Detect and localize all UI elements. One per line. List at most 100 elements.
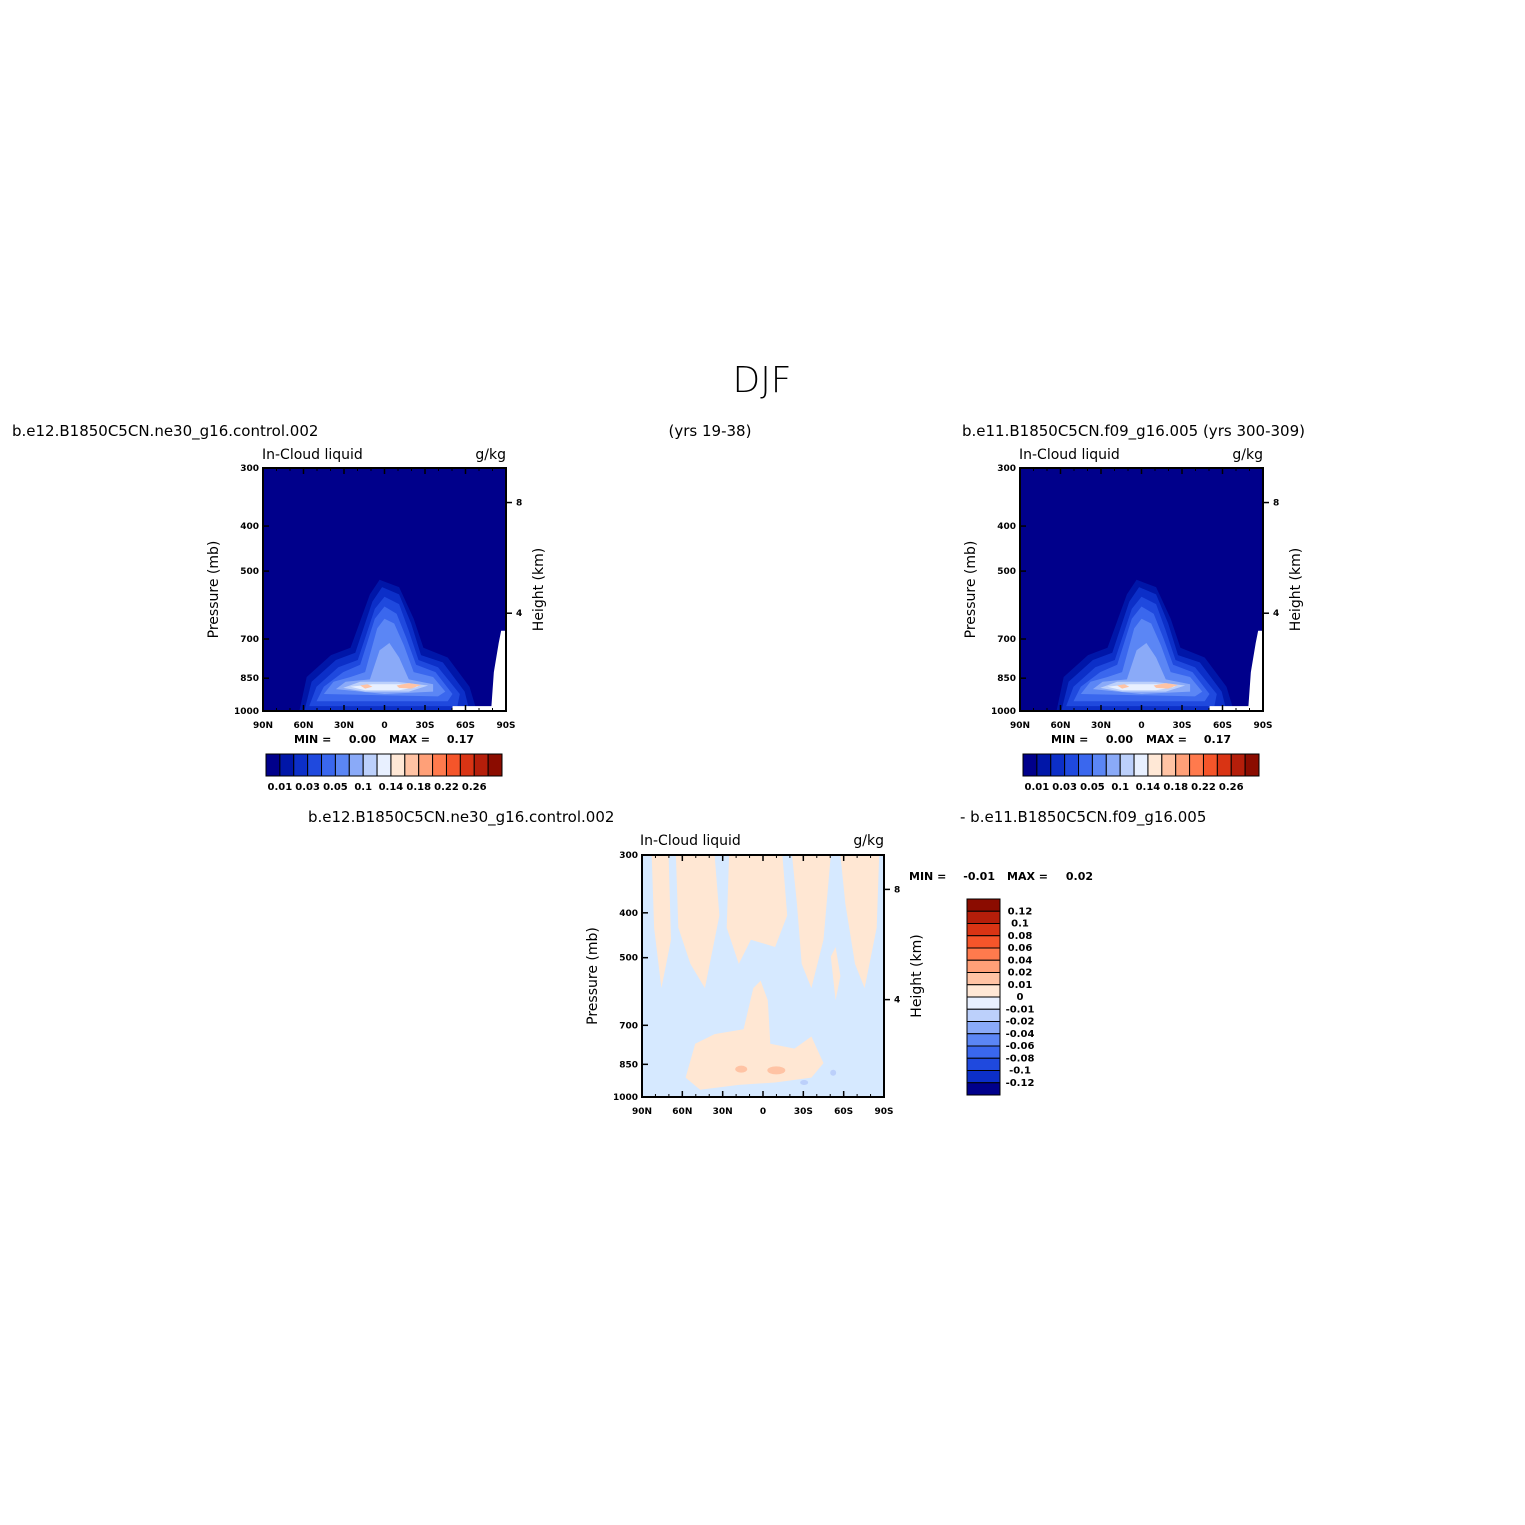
y-tick-label: 700 (997, 635, 1016, 645)
colorbar-box (1202, 753, 1218, 777)
field-body (1020, 468, 1263, 711)
colorbar-box (432, 753, 447, 777)
y-tick-label: 850 (619, 1060, 638, 1070)
colorbar-box (1078, 753, 1093, 777)
figure-title: DJF (732, 360, 791, 401)
colorbar-box (1091, 753, 1107, 777)
positive-diff-region-6 (685, 980, 824, 1090)
colorbar-box (966, 984, 1001, 998)
panel3-variable: In-Cloud liquid (640, 833, 741, 849)
colorbar-box (1105, 753, 1121, 777)
colorbar-box (459, 753, 475, 777)
colorbar-label: 0.1 (1111, 782, 1129, 793)
panel3-max-label: MAX = (1007, 870, 1048, 883)
colorbar-box (1036, 753, 1052, 777)
colorbar-box (1133, 753, 1149, 777)
x-tick-label: 90S (1253, 721, 1272, 731)
colorbar-label: -0.08 (1006, 1053, 1035, 1064)
x-tick-label: 90S (874, 1107, 893, 1117)
colorbar-3: 0.120.10.080.060.040.020.010-0.01-0.02-0… (966, 898, 1035, 1096)
colorbar-box (1216, 753, 1232, 777)
colorbar-label: 0.22 (1191, 782, 1216, 793)
panel2-units: g/kg (1232, 447, 1263, 463)
colorbar-label: 0.01 (1025, 782, 1050, 793)
colorbar-box (1064, 753, 1080, 777)
panel1-max-label: MAX = (389, 733, 430, 746)
colorbar-label: 0.18 (406, 782, 431, 793)
panel2-min-value: 0.00 (1106, 733, 1133, 746)
y-tick-label: 400 (240, 522, 259, 532)
colorbar-box (418, 753, 434, 777)
right-tick-label: 4 (894, 996, 900, 1006)
x-tick-label: 60N (1050, 721, 1070, 731)
y-axis-title: Pressure (mb) (963, 541, 979, 639)
colorbar-box (1189, 753, 1204, 777)
panel1-units: g/kg (475, 447, 506, 463)
colorbar-label: 0 (1017, 992, 1024, 1003)
panel3-min-value: -0.01 (963, 870, 995, 883)
negative-minimum (800, 1079, 809, 1085)
colorbar-1: 0.01 0.03 0.05 0.1 0.14 0.18 0.22 0.26 (265, 753, 503, 793)
colorbar-label: 0.22 (434, 782, 459, 793)
positive-diff-region-5 (840, 855, 880, 989)
y-tick-label: 400 (997, 522, 1016, 532)
colorbar-box (1175, 753, 1191, 777)
colorbar-label: 0.1 (354, 782, 372, 793)
x-tick-label: 60N (293, 721, 313, 731)
y-tick-label: 1000 (234, 707, 259, 717)
colorbar-box (1147, 753, 1163, 777)
colorbar-box (966, 1033, 1001, 1047)
panel1-min-value: 0.00 (349, 733, 376, 746)
x-tick-label: 90N (253, 721, 273, 731)
colorbar-box (307, 753, 323, 777)
x-tick-label: 0 (760, 1107, 766, 1117)
negative-minimum (830, 1069, 837, 1076)
x-tick-label: 30S (1172, 721, 1191, 731)
positive-diff-region-2 (675, 855, 720, 989)
colorbar-box (966, 1057, 1001, 1071)
y-axis-title-right: Height (km) (531, 548, 547, 631)
right-tick-label: 8 (1273, 499, 1279, 509)
colorbar-label: 0.06 (1008, 943, 1033, 954)
colorbar-box (1230, 753, 1246, 777)
colorbar-box (265, 753, 281, 777)
missing-data-region (452, 630, 506, 711)
field-3 (642, 855, 884, 1097)
colorbar-label: -0.02 (1006, 1017, 1035, 1028)
colorbar-box (390, 753, 406, 777)
y-axis-title-right: Height (km) (1288, 548, 1304, 631)
colorbar-label: 0.03 (1052, 782, 1077, 793)
x-tick-label: 30N (1091, 721, 1111, 731)
colorbar-label: 0.08 (1008, 931, 1033, 942)
colorbar-label: 0.05 (1080, 782, 1105, 793)
colorbar-box (966, 1082, 1001, 1096)
right-tick-label: 8 (894, 885, 900, 895)
field-1 (263, 468, 506, 711)
missing-data-region (1209, 630, 1263, 711)
y-tick-label: 700 (240, 635, 259, 645)
colorbar-box (966, 996, 1001, 1010)
x-tick-label: 30N (713, 1107, 733, 1117)
contour-level-10 (1117, 684, 1130, 689)
contour-level-6 (335, 643, 434, 694)
x-tick-label: 30S (794, 1107, 813, 1117)
y-tick-label: 400 (619, 909, 638, 919)
field-2 (1020, 468, 1263, 711)
colorbar-box (1022, 753, 1038, 777)
x-tick-label: 0 (1138, 721, 1144, 731)
colorbar-box (487, 753, 503, 777)
x-tick-label: 90N (1010, 721, 1030, 731)
colorbar-label: 0.26 (1219, 782, 1244, 793)
y-tick-label: 700 (619, 1021, 638, 1031)
colorbar-box (293, 753, 309, 777)
colorbar-label: 0.18 (1163, 782, 1188, 793)
panel2-max-label: MAX = (1146, 733, 1187, 746)
y-axis-title: Pressure (mb) (585, 927, 601, 1025)
colorbar-box (966, 910, 1001, 924)
positive-maximum (735, 1065, 748, 1073)
colorbar-box (404, 753, 420, 777)
panel3-units: g/kg (853, 833, 884, 849)
colorbar-box (348, 753, 364, 777)
colorbar-box (334, 753, 350, 777)
